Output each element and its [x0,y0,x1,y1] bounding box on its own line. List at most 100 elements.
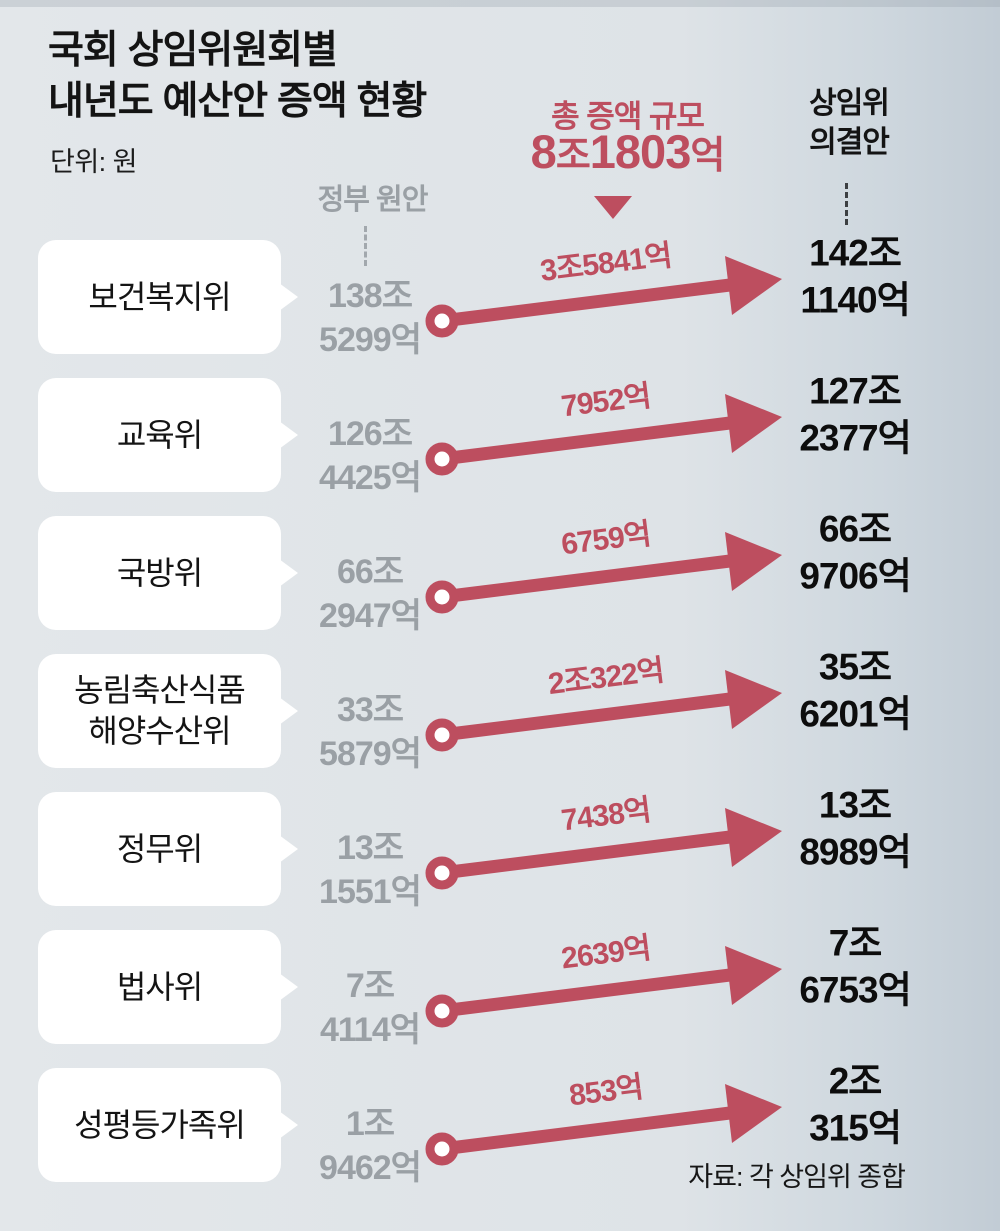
committee-bubble: 정무위 [38,792,281,906]
resolution-line2: 9706억 [799,556,911,597]
committee-bubble: 국방위 [38,516,281,630]
committee-row: 정무위 13조 1551억 7438억 13조 8989억 [0,780,1000,918]
government-original-line2: 5879억 [319,735,422,773]
arrow-shaft [441,554,731,604]
arrow-start-dot-icon [425,994,459,1028]
increase-amount-label: 853억 [567,1071,644,1113]
arrow-head-icon [725,1084,782,1143]
committee-resolution-value: 13조 8989억 [775,782,935,877]
unit-label: 단위: 원 [50,147,138,177]
increase-amount-label: 6759억 [559,518,652,562]
government-original-line2: 1551억 [319,873,422,911]
committee-name-line1: 농림축산식품 [74,672,246,709]
total-increase-num1: 8 [530,125,557,178]
resolution-line1: 127조 [809,370,902,412]
committee-row: 법사위 7조 4114억 2639억 7조 6753억 [0,918,1000,1056]
committee-resolution-value: 142조 1140억 [775,230,935,325]
arrow-start-dot-icon [425,442,459,476]
government-original-value: 33조 5879억 [290,688,450,776]
committee-resolution-value: 127조 2377억 [775,368,935,463]
government-original-line1: 1조 [345,1104,395,1143]
arrow-shaft [441,416,731,466]
source-note: 자료: 각 상임위 종합 [688,1162,906,1192]
committee-name: 교육위 [117,415,203,456]
government-original-line1: 126조 [327,414,413,453]
committee-name: 농림축산식품 해양수산위 [74,670,246,752]
resolution-line2: 8989억 [799,832,911,873]
government-original-value: 138조 5299억 [290,274,450,362]
committee-resolution-value: 7조 6753억 [775,920,935,1015]
government-original-line2: 4114억 [319,1011,421,1049]
government-original-line1: 33조 [336,690,404,729]
column-label-government-original: 정부 원안 [317,184,429,216]
government-original-line1: 13조 [336,828,404,867]
government-original-line2: 5299억 [319,321,422,359]
arrow-start-dot-icon [425,856,459,890]
committee-name-line1: 법사위 [116,968,203,1005]
arrow-start-dot-icon [425,304,459,338]
resolution-line2: 6753억 [799,970,911,1011]
resolution-line1: 142조 [809,232,902,274]
committee-name: 성평등가족위 [74,1105,246,1146]
committee-bubble: 법사위 [38,930,281,1044]
government-original-line2: 2947억 [319,597,422,635]
increase-amount-label: 2639억 [559,932,652,976]
column-label-committee-resolution: 상임위 의결안 [785,84,913,162]
government-original-line1: 66조 [336,552,404,591]
resolution-line1: 66조 [818,508,892,550]
increase-arrow: 6759억 [425,518,782,614]
increase-amount-label: 7952억 [559,380,652,424]
arrow-shaft [441,1106,731,1156]
total-increase-unit1: 조 [555,135,591,177]
increase-amount-label: 3조5841억 [539,239,674,288]
resolution-line1: 7조 [828,922,883,964]
government-original-value: 7조 4114억 [290,964,450,1052]
government-original-value: 126조 4425억 [290,412,450,500]
total-increase-label: 총 증액 규모 [551,99,705,134]
arrow-head-icon [725,256,782,315]
committee-resolution-value: 66조 9706억 [775,506,935,601]
increase-arrow: 3조5841억 [425,239,782,338]
committee-name-line1: 국방위 [116,554,203,591]
government-original-value: 66조 2947억 [290,550,450,638]
committee-name: 법사위 [116,967,203,1008]
total-increase-num2: 1803 [589,125,692,178]
committee-name-line1: 보건복지위 [88,278,231,315]
page-title-line2: 내년도 예산안 증액 현황 [48,79,427,123]
committee-row: 국방위 66조 2947억 6759억 66조 9706억 [0,504,1000,642]
committee-row: 교육위 126조 4425억 7952억 127조 2377억 [0,366,1000,504]
increase-arrow: 2639억 [425,932,782,1028]
government-original-value: 13조 1551억 [290,826,450,914]
committee-bubble: 교육위 [38,378,281,492]
page-title: 국회 상임위원회별 내년도 예산안 증액 현황 [48,26,427,127]
arrow-shaft [441,692,731,742]
committee-bubble: 보건복지위 [38,240,281,354]
arrow-start-dot-icon [425,1132,459,1166]
arrow-head-icon [725,946,782,1005]
resolution-line2: 2377억 [799,418,911,459]
government-original-value: 1조 9462억 [290,1102,450,1190]
increase-arrow: 7952억 [425,380,782,476]
committee-bubble: 농림축산식품 해양수산위 [38,654,281,768]
committee-name-line1: 성평등가족위 [74,1106,246,1143]
committee-name: 국방위 [116,553,203,594]
resolution-column-line2: 의결안 [809,126,890,159]
down-triangle-icon [594,196,632,219]
government-original-line1: 7조 [345,966,395,1005]
resolution-dashed-line [845,183,848,225]
committee-name: 보건복지위 [88,277,231,318]
arrow-shaft [441,278,731,328]
committee-rows: 보건복지위 138조 5299억 3조5841억 142조 1140억 교육위 [0,228,1000,1194]
committee-name-line1: 정무위 [116,830,203,867]
committee-resolution-value: 2조 315억 [775,1058,935,1153]
resolution-line1: 13조 [818,784,892,826]
total-increase-value: 8조1803억 [500,124,755,179]
committee-name: 정무위 [116,829,203,870]
government-original-line2: 4425억 [319,459,422,497]
committee-row: 농림축산식품 해양수산위 33조 5879억 2조322억 35조 6201억 [0,642,1000,780]
government-original-line2: 9462억 [319,1149,422,1187]
increase-amount-label: 7438억 [559,794,652,838]
arrow-start-dot-icon [425,580,459,614]
arrow-start-dot-icon [425,718,459,752]
